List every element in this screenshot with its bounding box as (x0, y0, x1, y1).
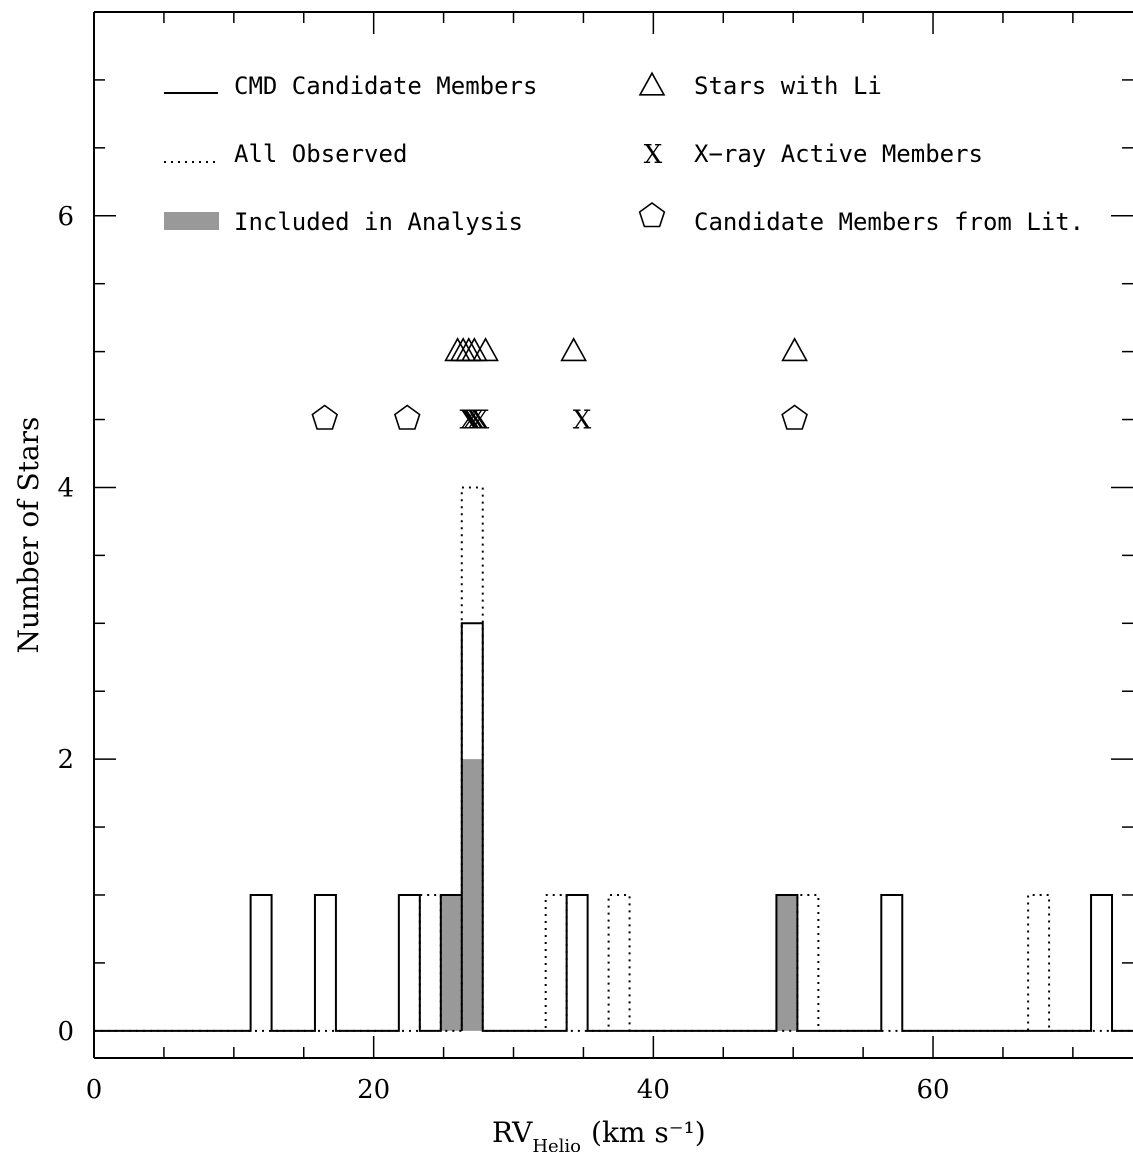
li-star-marker (560, 337, 588, 362)
xray-marker: X (460, 406, 479, 436)
li-star-marker (472, 337, 499, 362)
y-tick-label: 2 (57, 745, 74, 775)
legend-label-included: Included in Analysis (234, 208, 523, 236)
x-tick-label: 20 (357, 1075, 390, 1105)
axes: 0 20 40 60 0 2 4 6 (57, 11, 1133, 1105)
lit-candidate-marker (311, 404, 339, 430)
legend-swatch-xray: X (644, 140, 663, 170)
xray-marker: X (467, 406, 486, 436)
xray-marker: X (471, 406, 490, 436)
x-tick-label: 0 (86, 1075, 103, 1105)
included-bar (440, 894, 462, 1031)
legend-swatch-li (638, 71, 666, 96)
x-axis-label-unit: (km s⁻¹) (591, 1116, 706, 1149)
cmd-candidates-outline (94, 622, 1133, 1032)
lit-candidate-marker (781, 404, 808, 430)
legend: CMD Candidate Members All Observed Include… (164, 71, 1084, 236)
li-star-marker (781, 337, 808, 362)
legend-swatch-lit (638, 202, 666, 228)
x-axis-label-main: RV (492, 1116, 533, 1149)
xray-marker: X (462, 406, 481, 436)
x-axis-label-subscript: Helio (532, 1136, 581, 1152)
y-tick-label: 6 (57, 202, 74, 232)
legend-label-all-observed: All Observed (234, 140, 407, 168)
legend-label-xray: X−ray Active Members (694, 140, 983, 168)
histogram-bars (94, 486, 1133, 1032)
legend-label-li: Stars with Li (694, 72, 882, 100)
legend-label-lit: Candidate Members from Lit. (694, 208, 1084, 236)
xray-marker: X (573, 406, 592, 436)
legend-swatch-included (164, 212, 219, 230)
y-axis-label: Number of Stars (12, 417, 45, 654)
x-tick-label: 60 (916, 1075, 949, 1105)
x-tick-label: 40 (637, 1075, 670, 1105)
included-bar (461, 759, 483, 1031)
lit-candidate-marker (393, 404, 421, 430)
x-axis-label: RVHelio (km s⁻¹) (492, 1116, 706, 1152)
legend-label-cmd: CMD Candidate Members (234, 72, 537, 100)
y-tick-label: 0 (57, 1017, 74, 1047)
included-bar (776, 894, 798, 1031)
y-tick-label: 4 (57, 473, 74, 503)
